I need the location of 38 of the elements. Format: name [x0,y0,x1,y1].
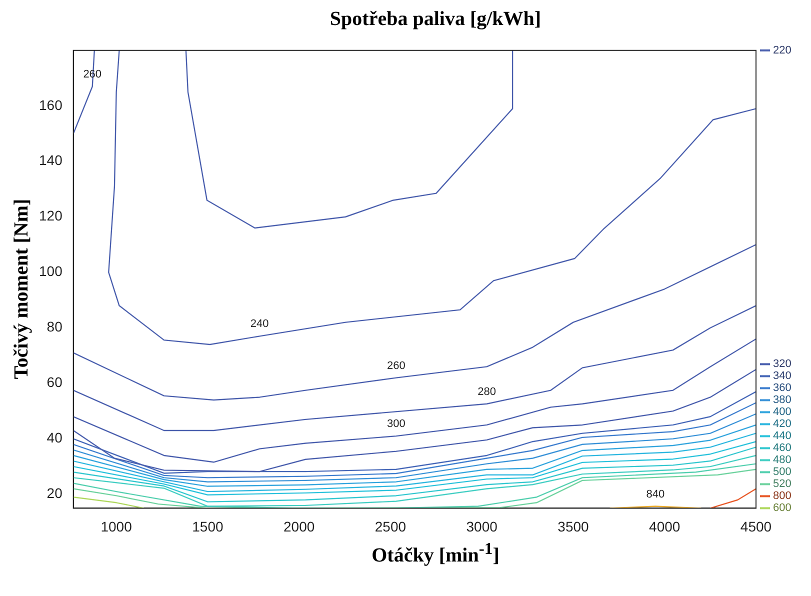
x-tick-label: 4000 [649,518,680,534]
series-label: 260 [386,360,406,372]
series-label: 240 [250,318,269,330]
y-tick-label: 40 [46,430,63,446]
legend-label: 400 [773,406,792,418]
y-tick-label: 100 [39,263,63,280]
y-tick-label: 60 [46,374,63,390]
legend-label: 480 [773,454,792,466]
series-label: 840 [646,488,665,500]
legend-label: 420 [773,418,792,430]
x-axis-title: Otáčky [min$^{-1}$] [370,539,500,568]
legend-label: 360 [773,382,792,394]
x-tick-label: 4500 [740,518,772,534]
y-tick-label: 120 [39,208,63,224]
legend-label: 380 [773,394,792,406]
legend-label: 800 [773,490,792,502]
legend-label: 500 [773,466,792,478]
series-label: 300 [386,418,406,430]
x-tick-label: 3500 [558,518,590,534]
legend-label: 340 [773,370,792,382]
y-axis-title: Točivý moment [Nm] [10,198,34,380]
legend-label: 600 [773,502,792,514]
x-tick-label: 1500 [192,518,224,534]
chart-title: Spotřeba paliva [g/kWh] [328,8,542,31]
legend-label: 520 [773,478,792,490]
y-tick-label: 140 [39,152,63,168]
legend-label: 320 [773,358,792,370]
series-label: 280 [478,386,496,398]
x-tick-label: 2000 [284,518,315,534]
x-tick-label: 3000 [466,518,498,534]
y-tick-label: 160 [39,96,63,113]
legend-label: 440 [773,430,792,442]
y-tick-label: 80 [46,318,63,335]
legend-label: 220 [773,44,792,56]
y-tick-label: 20 [46,485,63,502]
x-tick-label: 2500 [374,518,406,534]
x-tick-label: 1000 [100,518,132,534]
legend-label: 460 [773,442,792,454]
